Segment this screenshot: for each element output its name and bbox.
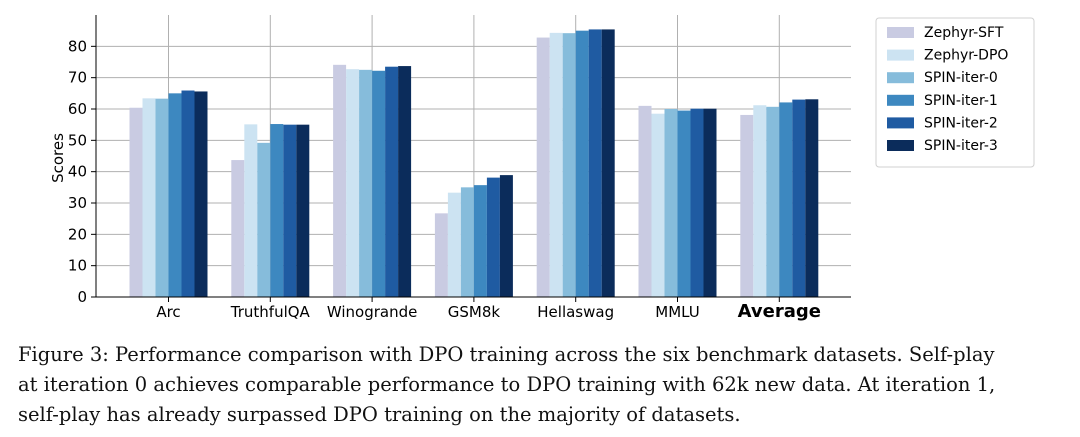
caption-line-2: at iteration 0 achieves comparable perfo…	[18, 373, 996, 396]
bar	[385, 66, 399, 297]
legend-label: SPIN-iter-2	[924, 115, 998, 131]
bar	[283, 124, 297, 298]
bar	[155, 98, 169, 297]
bar	[805, 99, 819, 297]
bar	[460, 187, 474, 297]
legend-label: SPIN-iter-0	[924, 70, 998, 86]
bar	[181, 90, 195, 297]
legend-label: Zephyr-DPO	[924, 48, 1008, 64]
x-tick-label: TruthfulQA	[230, 303, 311, 321]
bar	[447, 192, 461, 297]
bar	[129, 107, 143, 297]
x-tick-label: Arc	[156, 303, 180, 321]
bar	[194, 91, 208, 297]
legend-swatch	[887, 49, 914, 61]
bars-layer	[129, 29, 819, 298]
bar	[575, 30, 589, 298]
bar	[536, 37, 550, 298]
legend-swatch	[887, 72, 914, 84]
bar	[664, 109, 678, 297]
caption-line-1: Figure 3: Performance comparison with DP…	[18, 343, 995, 366]
x-tick-label: Hellaswag	[537, 303, 614, 321]
axes-layer: 0 10 20 30 40 50 60 70 80 Arc TruthfulQA Winogrande…	[68, 15, 851, 322]
bar	[677, 110, 691, 297]
figure-caption: Figure 3: Performance comparison with DP…	[18, 340, 1068, 430]
bar	[703, 108, 717, 297]
legend-label: SPIN-iter-1	[924, 93, 998, 109]
bar	[779, 102, 793, 297]
y-tick-label: 10	[68, 257, 87, 275]
y-tick-label: 80	[68, 37, 87, 55]
bar	[296, 124, 310, 298]
bar	[168, 93, 182, 297]
bar	[562, 33, 576, 297]
y-tick-label: 70	[68, 69, 87, 87]
bar	[257, 142, 271, 297]
bar	[398, 66, 412, 297]
y-tick-label: 40	[68, 163, 87, 181]
legend-swatch	[887, 140, 914, 151]
y-tick-label: 50	[68, 131, 87, 149]
bar	[231, 160, 245, 297]
bar	[638, 105, 652, 297]
bar	[766, 106, 780, 297]
bar	[486, 177, 500, 297]
bar	[434, 213, 448, 297]
y-tick-label: 30	[68, 194, 87, 212]
y-axis-label: Scores	[49, 133, 67, 183]
bar	[333, 64, 347, 297]
x-tick-label: GSM8k	[448, 303, 501, 321]
x-tick-label: Winogrande	[327, 303, 418, 321]
bar	[690, 108, 704, 297]
bar	[651, 113, 665, 297]
bar	[359, 69, 373, 297]
legend-swatch	[887, 27, 914, 38]
y-tick-label: 20	[68, 225, 87, 243]
bar	[346, 69, 360, 297]
bar-chart: 0 10 20 30 40 50 60 70 80 Arc TruthfulQA Winogrande…	[49, 15, 1035, 322]
y-tick-label: 60	[68, 100, 87, 118]
bar	[740, 114, 754, 297]
bar	[549, 32, 563, 298]
legend-label: SPIN-iter-3	[924, 138, 998, 154]
bar	[753, 105, 767, 298]
legend-swatch	[887, 94, 914, 106]
y-tick-label: 0	[77, 288, 87, 306]
bar	[270, 124, 284, 297]
legend-swatch	[887, 117, 914, 129]
bar	[792, 99, 806, 297]
x-tick-label: MMLU	[655, 303, 699, 321]
bar	[244, 124, 258, 297]
x-tick-label: Average	[738, 301, 821, 322]
legend: Zephyr-SFT Zephyr-DPO SPIN-iter-0 SPIN-iter…	[875, 17, 1035, 168]
bar	[142, 98, 156, 297]
bar	[588, 29, 602, 298]
bar	[372, 70, 386, 297]
bar	[473, 185, 487, 297]
bar	[601, 29, 615, 298]
legend-box	[875, 17, 1035, 168]
bar	[499, 175, 513, 297]
legend-label: Zephyr-SFT	[924, 25, 1004, 41]
caption-line-3: self-play has already surpassed DPO trai…	[18, 403, 741, 426]
